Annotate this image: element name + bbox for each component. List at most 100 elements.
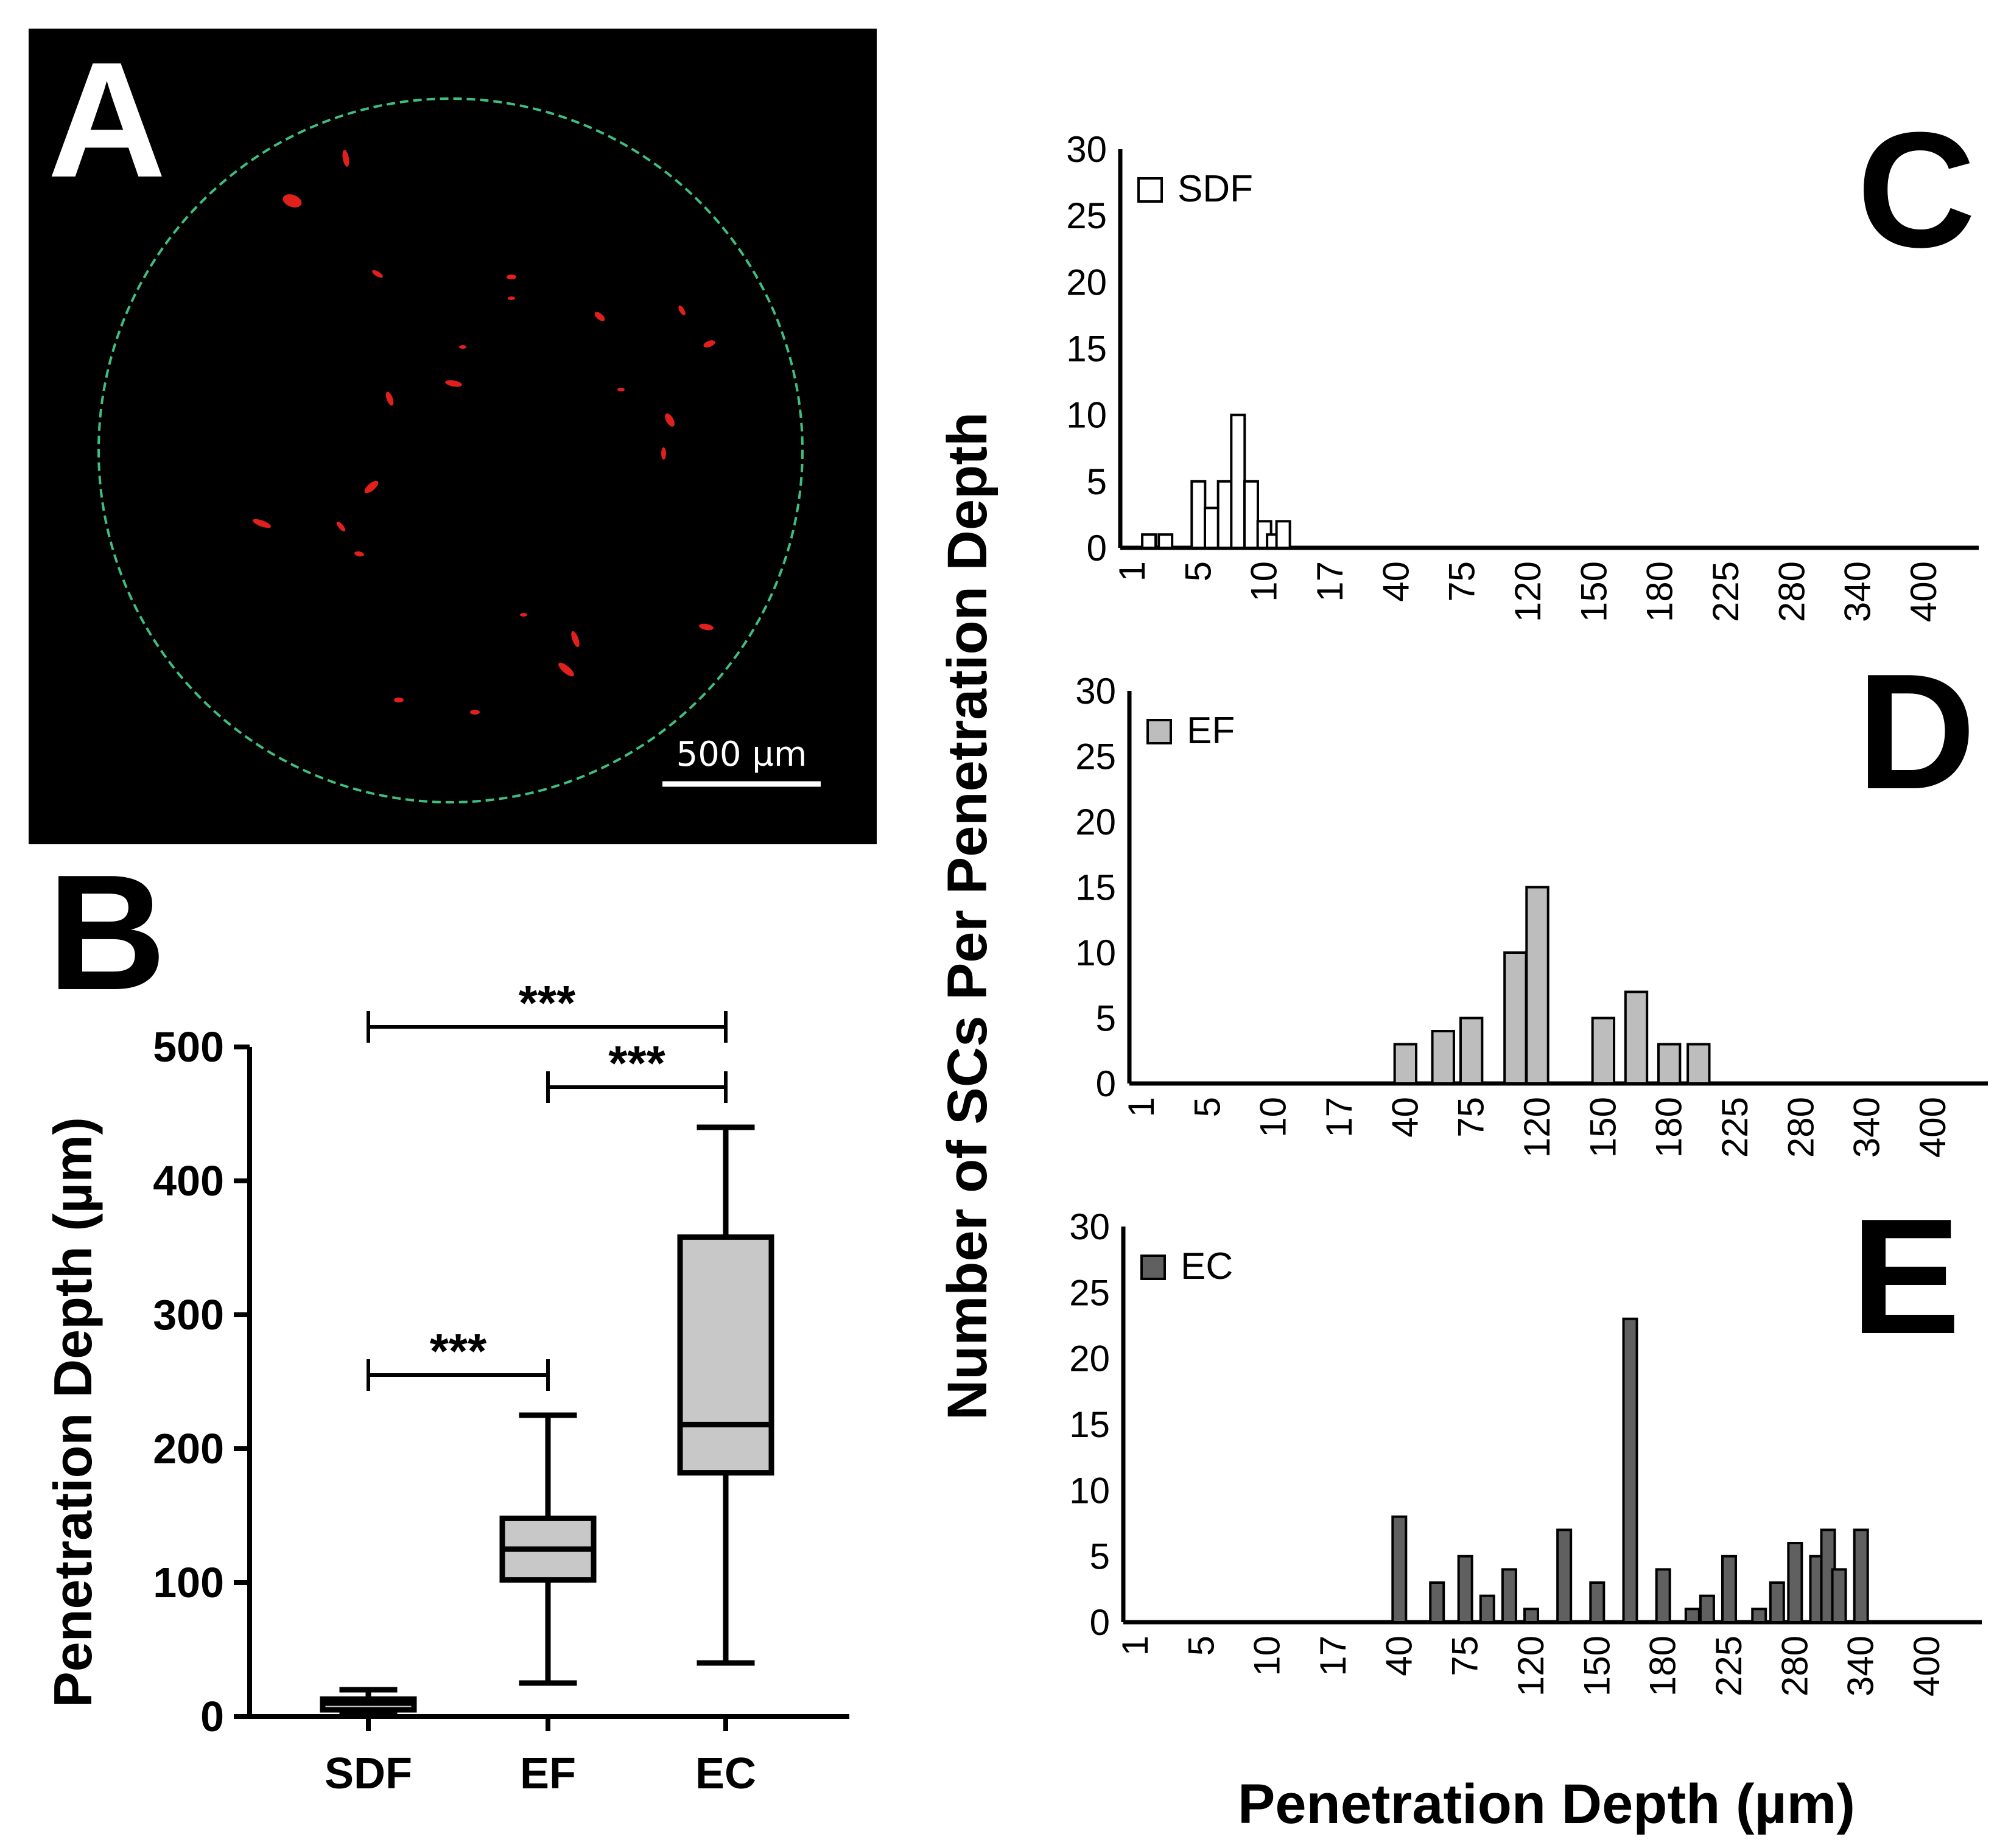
e-x-tick-label: 10	[1247, 1636, 1288, 1676]
panel-label-b: B	[47, 841, 166, 1024]
b-boxes	[320, 1124, 774, 1717]
d-bar	[1624, 990, 1649, 1085]
e-bar	[1589, 1581, 1606, 1623]
c-x-tick-label: 150	[1573, 561, 1614, 622]
e-bar	[1751, 1608, 1767, 1623]
cell-23	[520, 613, 527, 617]
e-x-tick-label: 40	[1378, 1636, 1419, 1676]
c-y-tick-label: 20	[1066, 262, 1107, 303]
e-x-tick-label: 75	[1445, 1636, 1486, 1676]
e-y-tick-label: 30	[1069, 1206, 1110, 1247]
c-bar	[1190, 480, 1207, 549]
c-x-tick-label: 280	[1771, 561, 1812, 622]
e-bar	[1787, 1542, 1803, 1623]
cell-15	[571, 631, 580, 648]
d-bar	[1431, 1030, 1455, 1085]
e-x-tick-label: 225	[1708, 1636, 1749, 1696]
b-x-tick-label: EC	[695, 1749, 756, 1798]
e-x-tick-label: 150	[1576, 1636, 1617, 1696]
e-bar	[1699, 1594, 1715, 1624]
cell-11	[364, 480, 379, 494]
e-x-tick-label: 340	[1841, 1636, 1881, 1696]
e-legend-swatch	[1140, 1255, 1166, 1280]
cell-16	[558, 662, 574, 677]
c-y-tick-label: 10	[1066, 395, 1107, 436]
b-y-tick-label: 200	[153, 1425, 224, 1472]
e-x-tick-label: 1	[1115, 1636, 1156, 1656]
e-bar	[1523, 1608, 1539, 1623]
c-y-tick-label: 5	[1087, 461, 1107, 502]
d-x-tick-label: 10	[1253, 1097, 1294, 1138]
c-x-tick-label: 120	[1507, 561, 1548, 622]
cell-22	[617, 388, 625, 391]
d-bar	[1503, 951, 1528, 1085]
c-x-tick-label: 400	[1903, 561, 1944, 622]
e-bar	[1479, 1594, 1495, 1624]
e-x-tick-label: 180	[1643, 1636, 1683, 1696]
cell-0	[342, 150, 349, 167]
e-y-tick-label: 5	[1090, 1536, 1110, 1577]
b-y-tick-label: 300	[153, 1291, 224, 1339]
e-bar	[1622, 1317, 1638, 1624]
e-bar	[1391, 1515, 1408, 1624]
d-x-tick-label: 120	[1517, 1097, 1557, 1158]
c-x-tick-label: 5	[1177, 561, 1218, 581]
c-y-tick-label: 0	[1087, 528, 1107, 569]
c-bar	[1230, 413, 1246, 550]
b-x-tick-label: EF	[520, 1749, 576, 1798]
panel-label-e: E	[1851, 1185, 1960, 1368]
b-y-tick-label: 0	[200, 1693, 224, 1740]
b-y-tick-label: 100	[153, 1559, 224, 1606]
e-x-tick-label: 5	[1181, 1636, 1221, 1656]
panel-label-a: A	[47, 29, 166, 212]
c-x-tick-label: 1	[1112, 561, 1153, 581]
d-y-tick-label: 0	[1096, 1063, 1116, 1104]
well-outline-ring	[97, 97, 804, 803]
cell-10	[661, 447, 666, 460]
c-y-tick-label: 25	[1066, 195, 1107, 236]
cell-8	[385, 391, 394, 406]
d-bar	[1686, 1043, 1711, 1085]
fluorescent-cells	[252, 150, 715, 715]
d-x-tick-label: 280	[1780, 1097, 1821, 1158]
b-significance: *** *** ***	[367, 976, 728, 1391]
box-iqr	[677, 1234, 774, 1476]
panel-label-d: D	[1857, 640, 1976, 824]
d-x-tick-label: 75	[1451, 1097, 1492, 1138]
e-y-tick-label: 10	[1069, 1470, 1110, 1511]
c-x-tick-label: 180	[1640, 561, 1680, 622]
e-bar	[1501, 1568, 1517, 1623]
cell-1	[283, 194, 302, 208]
d-y-tick-label: 30	[1075, 671, 1116, 712]
e-bar	[1684, 1608, 1700, 1623]
c-x-tick-label: 75	[1442, 561, 1483, 602]
d-bar	[1459, 1017, 1484, 1085]
c-bar	[1141, 533, 1157, 550]
cell-19	[470, 710, 480, 715]
c-bar	[1204, 506, 1220, 549]
e-legend-label: EC	[1181, 1245, 1233, 1287]
e-bar	[1721, 1555, 1737, 1624]
d-bar	[1525, 886, 1549, 1085]
c-bar	[1216, 480, 1233, 549]
sig-label: ***	[519, 976, 576, 1030]
e-y-tick-label: 15	[1069, 1404, 1110, 1445]
d-y-tick-label: 15	[1075, 867, 1116, 908]
c-bar	[1243, 480, 1259, 549]
b-x-tick-label: SDF	[325, 1749, 412, 1798]
c-x-tick-label: 40	[1375, 561, 1416, 602]
cell-21	[459, 345, 466, 349]
c-y-tick-label: 30	[1066, 129, 1107, 170]
b-tick-labels: 0 100 200 300 400 500 SDF EF EC	[153, 1023, 756, 1798]
cell-9	[665, 413, 675, 427]
d-y-tick-label: 20	[1075, 802, 1116, 842]
d-y-tick-label: 5	[1096, 998, 1116, 1039]
d-x-tick-label: 180	[1649, 1097, 1690, 1158]
c-legend-swatch	[1137, 177, 1163, 203]
cell-18	[394, 698, 404, 702]
